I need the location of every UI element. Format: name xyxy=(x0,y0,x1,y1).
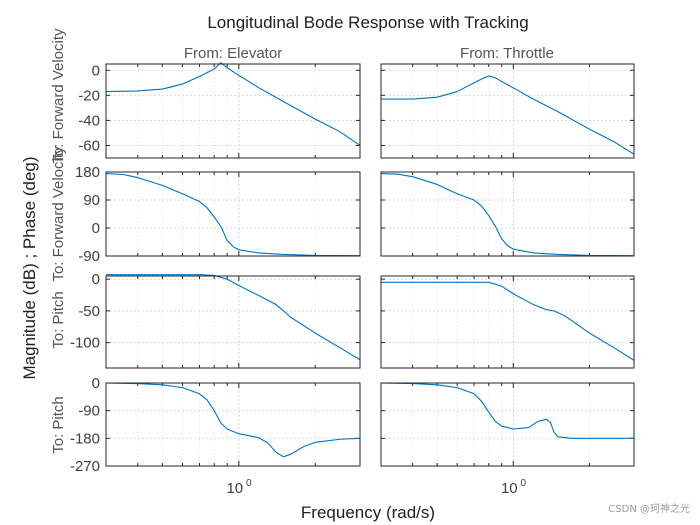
bode-line xyxy=(105,173,361,257)
panel-r2-c0: 0 -50 -100 xyxy=(70,271,361,369)
y-tick-label: 0 xyxy=(92,220,100,237)
y-tick-label: 0 xyxy=(92,271,100,288)
bode-line xyxy=(381,75,635,155)
column-title-throttle: From: Throttle xyxy=(460,45,554,62)
panel-background xyxy=(381,383,634,466)
panel-r0-c0: 0 -20 -40 -60 xyxy=(78,62,361,159)
panel-background xyxy=(381,172,634,256)
row-label-3: To: Pitch xyxy=(50,396,67,454)
bode-panels: 0 -20 -40 -60 180 90 0 -90 0 -50 -100 0 -90 -180 -270 1… xyxy=(70,62,635,497)
y-tick-label: 180 xyxy=(75,164,100,181)
y-tick-label: -20 xyxy=(78,87,100,104)
y-tick-label: -270 xyxy=(70,458,100,475)
bode-line xyxy=(380,382,634,439)
y-tick-label: -180 xyxy=(70,430,100,447)
y-tick-label: 0 xyxy=(92,375,100,392)
panel-background xyxy=(106,172,360,256)
bode-line xyxy=(106,274,361,361)
panel-frame xyxy=(105,382,361,467)
y-tick-label: 90 xyxy=(83,192,100,209)
bode-line xyxy=(105,62,361,146)
y-tick-label: -100 xyxy=(70,335,100,352)
panel-frame xyxy=(105,63,361,159)
panel-r1-c1 xyxy=(380,171,635,257)
y-tick-label: -50 xyxy=(78,303,100,320)
y-tick-label: -60 xyxy=(78,137,100,154)
column-title-elevator: From: Elevator xyxy=(184,45,282,62)
panel-frame xyxy=(380,382,635,467)
bode-line xyxy=(105,382,361,458)
x-tick-label-exponent: 0 xyxy=(246,478,252,489)
panel-background xyxy=(106,383,360,466)
row-label-0: To: Forward Velocity xyxy=(50,28,67,164)
panel-frame xyxy=(380,63,635,159)
chart-title: Longitudinal Bode Response with Tracking xyxy=(207,13,528,32)
panel-frame xyxy=(380,171,635,257)
row-label-1: To: Forward Velocity xyxy=(50,146,67,282)
panel-r3-c1: 10 0 xyxy=(380,382,635,497)
y-tick-label: -90 xyxy=(78,403,100,420)
panel-background xyxy=(106,64,360,158)
x-tick-label: 10 xyxy=(226,480,243,497)
bode-line xyxy=(381,281,635,361)
x-tick-label-exponent: 0 xyxy=(521,478,527,489)
y-tick-label: -90 xyxy=(78,248,100,265)
panel-r1-c0: 180 90 0 -90 xyxy=(75,164,361,265)
y-tick-label: 0 xyxy=(92,62,100,79)
panel-background xyxy=(106,276,360,368)
bode-line xyxy=(380,173,635,257)
y-axis-label: Magnitude (dB) ; Phase (deg) xyxy=(20,156,39,379)
panel-r0-c1 xyxy=(380,63,635,159)
x-tick-label: 10 xyxy=(501,480,518,497)
panel-frame xyxy=(105,275,361,369)
panel-background xyxy=(381,64,634,158)
panel-frame xyxy=(105,171,361,257)
y-tick-label: -40 xyxy=(78,112,100,129)
panel-frame xyxy=(380,275,635,369)
watermark: CSDN @珂神之光 xyxy=(608,504,690,515)
row-label-2: To: Pitch xyxy=(50,291,67,349)
panel-background xyxy=(381,276,634,368)
panel-r2-c1 xyxy=(380,275,635,369)
x-axis-label: Frequency (rad/s) xyxy=(301,503,435,522)
